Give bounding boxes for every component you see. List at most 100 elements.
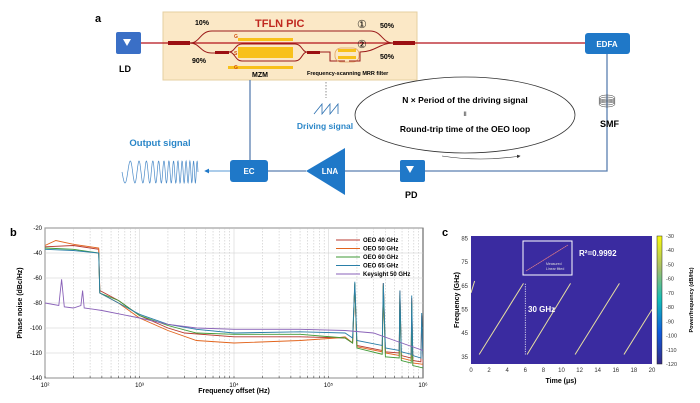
colorbar: [656, 235, 663, 365]
output-signal-label: Output signal: [129, 138, 190, 149]
colorbar-tick-label: -60: [666, 277, 674, 283]
y-axis-label-b: Phase noise (dBc/Hz): [17, 267, 24, 338]
loop-direction-arrow: [441, 154, 521, 160]
mrr-electrode-2: [338, 56, 356, 59]
x-tick-label: 10: [558, 368, 565, 374]
colorbar-label: Power/frequency (dB/Hz): [689, 267, 695, 332]
mzm-combiner: [307, 51, 320, 54]
x-tick-label: 0: [469, 368, 473, 374]
y-tick-label: -20: [33, 226, 42, 232]
panel-label-a: a: [95, 13, 102, 25]
mrr-filter-label: Frequency-scanning MRR filter: [307, 71, 389, 77]
photodetector-icon: [406, 166, 414, 173]
colorbar-tick-label: -120: [666, 362, 677, 368]
x-tick-label: 10⁵: [324, 382, 334, 389]
mrr-ring: [334, 47, 360, 63]
bandwidth-label: 30 GHz: [528, 305, 555, 314]
x-tick-label: 8: [542, 368, 546, 374]
inset-legend-measured: Measured: [546, 262, 562, 266]
electrical-coupler-box: [230, 160, 268, 182]
legend-entry: Keysight 50 GHz: [363, 272, 410, 278]
chirp-waveform-icon: [121, 159, 199, 185]
y-axis-label-c: Frequency (GHz): [454, 272, 461, 328]
coupler-in: [168, 41, 190, 45]
panel-c-spectrogram: c 0 2 4 6 8 10 12 14 16 18 20 35 45 55 65 75 85 30 GHz M…: [442, 227, 695, 385]
split-ratio-top: 10%: [195, 20, 210, 27]
split-ratio-bottom: 90%: [192, 58, 207, 65]
x-tick-label: 10⁶: [418, 382, 428, 389]
electrode-ground-top: [238, 38, 293, 41]
panel-a-schematic: a TFLN PIC G S G 10% 90% ① ② 50% 50% MZM…: [95, 11, 630, 200]
condition-bottom-text: Round-trip time of the OEO loop: [400, 124, 530, 134]
colorbar-tick-label: -80: [666, 305, 674, 311]
y-tick-label: 55: [461, 307, 468, 313]
colorbar-tick-label: -110: [666, 348, 677, 354]
y-tick-label: 35: [461, 355, 468, 361]
legend-entry: OEO 40 GHz: [363, 238, 398, 244]
lna-amplifier: [306, 148, 345, 195]
pd-label: PD: [405, 190, 418, 200]
colorbar-tick-label: -90: [666, 319, 674, 325]
port-1-label: ①: [357, 19, 367, 31]
electrode-label-s: S: [234, 51, 238, 57]
electrode-label-g2: G: [234, 65, 238, 71]
legend-entry: OEO 65 GHz: [363, 264, 398, 270]
waveguide-path-1: [189, 30, 394, 44]
output-ratio-bottom: 50%: [380, 54, 395, 61]
y-tick-label: 85: [461, 236, 468, 242]
x-tick-label: 18: [631, 368, 638, 374]
coupler-out: [393, 41, 415, 45]
output-ratio-top: 50%: [380, 23, 395, 30]
colorbar-tick-label: -100: [666, 334, 677, 340]
port-2-label: ②: [357, 39, 367, 51]
panel-label-b: b: [10, 227, 17, 239]
colorbar-tick-label: -50: [666, 262, 674, 268]
smf-coil-icon: [598, 94, 616, 108]
ld-label: LD: [119, 64, 131, 74]
series-line-keysight-50-ghz: [45, 279, 423, 351]
mrr-electrode-1: [338, 49, 356, 52]
colorbar-tick-label: -70: [666, 291, 674, 297]
photodetector-box: [400, 160, 425, 182]
legend-entry: OEO 50 GHz: [363, 247, 398, 253]
y-tick-label: -80: [33, 301, 42, 307]
y-tick-label: -60: [33, 276, 42, 282]
y-tick-label: 65: [461, 284, 468, 290]
frequency-sweep-trace: [526, 283, 571, 355]
condition-ellipse: [354, 76, 576, 154]
y-tick-label: -40: [33, 251, 42, 257]
frequency-sweep-trace: [471, 280, 476, 294]
x-tick-label: 16: [612, 368, 619, 374]
lna-label: LNA: [322, 167, 339, 176]
colorbar-tick-label: -40: [666, 248, 674, 254]
y-tick-label: -140: [30, 376, 43, 382]
frequency-sweep-trace: [478, 283, 524, 355]
x-tick-label: 4: [506, 368, 510, 374]
x-tick-label: 2: [487, 368, 491, 374]
smf-label: SMF: [600, 119, 620, 129]
x-tick-label: 14: [594, 368, 601, 374]
pic-title: TFLN PIC: [255, 18, 305, 30]
waveguide-path-2: [189, 42, 225, 54]
x-tick-label: 10⁴: [229, 382, 239, 389]
mzm-splitter: [215, 51, 229, 54]
driving-signal-label: Driving signal: [297, 121, 353, 131]
mrr-bus-out: [349, 42, 394, 62]
condition-equals-mark: II: [463, 112, 467, 118]
r-squared-label: R²=0.9992: [579, 249, 617, 258]
condition-top-text: N × Period of the driving signal: [402, 95, 527, 105]
ec-label: EC: [243, 167, 254, 176]
legend-entry: OEO 60 GHz: [363, 255, 398, 261]
y-tick-label: -100: [30, 326, 43, 332]
laser-diode-icon: [123, 39, 131, 46]
edfa-box: [585, 33, 630, 54]
x-axis-label-b: Frequency offset (Hz): [198, 388, 270, 395]
electrode-ground-bottom: [228, 66, 293, 69]
fiber-to-pd: [425, 54, 608, 172]
electrode-signal: [238, 47, 293, 58]
mzm-arms: [228, 43, 308, 62]
panel-label-c: c: [442, 227, 448, 239]
sawtooth-icon: [313, 102, 339, 116]
electrode-label-g1: G: [234, 34, 238, 40]
